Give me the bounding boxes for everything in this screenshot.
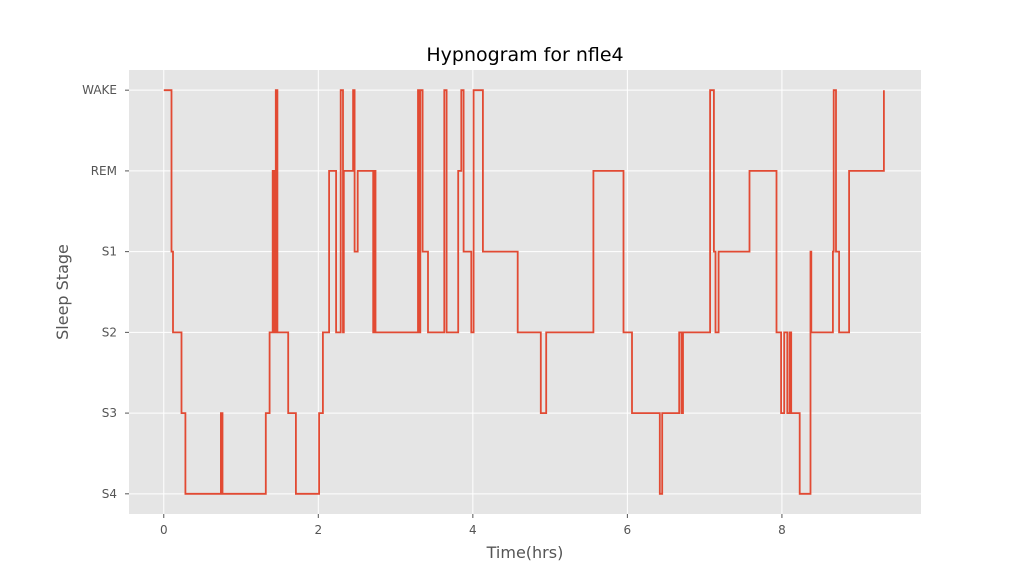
x-tick-label: 0 — [160, 523, 168, 537]
y-tick-label: S1 — [102, 245, 117, 259]
plot-area — [129, 70, 921, 514]
y-tick-label: S3 — [102, 406, 117, 420]
x-tick-label: 2 — [314, 523, 322, 537]
series-layer — [163, 89, 885, 495]
chart-title: Hypnogram for nfle4 — [426, 44, 623, 66]
y-axis-label: Sleep Stage — [53, 244, 72, 340]
x-tick-label: 8 — [778, 523, 786, 537]
x-axis-ticks: 0 2 4 6 8 — [160, 514, 786, 537]
x-axis-label: Time(hrs) — [486, 543, 564, 562]
y-tick-label: REM — [91, 164, 117, 178]
y-tick-label: S4 — [102, 487, 117, 501]
y-tick-label: S2 — [102, 325, 117, 339]
x-tick-label: 6 — [624, 523, 632, 537]
y-tick-label: WAKE — [82, 83, 117, 97]
x-tick-label: 4 — [469, 523, 477, 537]
y-axis-ticks: S4 S3 S2 S1 REM WAKE — [82, 83, 129, 501]
sleep-stage-line — [163, 89, 885, 495]
